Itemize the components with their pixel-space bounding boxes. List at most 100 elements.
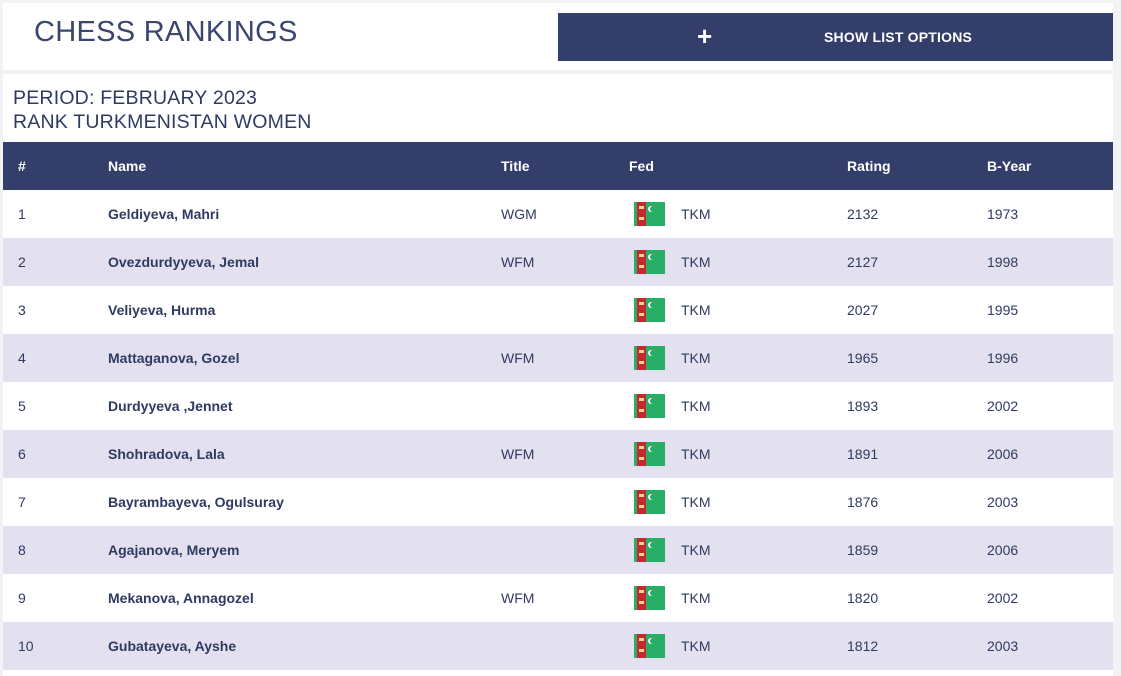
rating-cell: 2127 — [847, 254, 879, 270]
table-row: 6 Shohradova, Lala WFM TKM 1891 2006 — [3, 430, 1113, 478]
turkmenistan-flag-icon — [634, 490, 665, 514]
birth-year-cell: 2002 — [987, 398, 1019, 414]
player-name-link[interactable]: Agajanova, Meryem — [108, 542, 240, 558]
top-bar: CHESS RANKINGS + SHOW LIST OPTIONS — [3, 3, 1113, 70]
player-name-link[interactable]: Ovezdurdyyeva, Jemal — [108, 254, 259, 270]
birth-year-cell: 1996 — [987, 350, 1019, 366]
title-cell — [501, 382, 629, 430]
title-cell: WFM — [501, 254, 535, 270]
fed-cell: TKM — [629, 430, 847, 478]
title-cell — [501, 622, 629, 670]
table-row: 2 Ovezdurdyyeva, Jemal WFM TKM 2127 1998 — [3, 238, 1113, 286]
birth-year-cell: 1995 — [987, 302, 1019, 318]
birth-year-cell: 2003 — [987, 494, 1019, 510]
rating-cell: 1891 — [847, 446, 879, 462]
turkmenistan-flag-icon — [634, 634, 665, 658]
fed-cell: TKM — [629, 622, 847, 670]
rank-cell: 7 — [18, 494, 26, 510]
fed-code: TKM — [681, 206, 711, 222]
player-name-link[interactable]: Bayrambayeva, Ogulsuray — [108, 494, 284, 510]
column-header-title[interactable]: Title — [501, 158, 530, 174]
turkmenistan-flag-icon — [634, 394, 665, 418]
table-row: 9 Mekanova, Annagozel WFM TKM 1820 2002 — [3, 574, 1113, 622]
player-name-link[interactable]: Shohradova, Lala — [108, 446, 225, 462]
table-header-row: # Name Title Fed Rating B-Year — [3, 142, 1113, 190]
rating-cell: 1812 — [847, 638, 879, 654]
player-name-link[interactable]: Mekanova, Annagozel — [108, 590, 254, 606]
table-row: 5 Durdyyeva ,Jennet TKM 1893 2002 — [3, 382, 1113, 430]
table-row: 3 Veliyeva, Hurma TKM 2027 1995 — [3, 286, 1113, 334]
turkmenistan-flag-icon — [634, 298, 665, 322]
birth-year-cell: 2006 — [987, 542, 1019, 558]
column-header-rank[interactable]: # — [18, 158, 26, 174]
rating-cell: 2132 — [847, 206, 879, 222]
table-row: 10 Gubatayeva, Ayshe TKM 1812 2003 — [3, 622, 1113, 670]
turkmenistan-flag-icon — [634, 250, 665, 274]
fed-code: TKM — [681, 638, 711, 654]
fed-cell: TKM — [629, 190, 847, 238]
column-header-rating[interactable]: Rating — [847, 158, 891, 174]
title-cell: WFM — [501, 590, 535, 606]
rank-cell: 5 — [18, 398, 26, 414]
fed-code: TKM — [681, 494, 711, 510]
rating-cell: 2027 — [847, 302, 879, 318]
fed-cell: TKM — [629, 478, 847, 526]
column-header-name[interactable]: Name — [108, 158, 147, 174]
rankings-table: # Name Title Fed Rating B-Year 1 Geldiyev… — [3, 142, 1113, 670]
fed-cell: TKM — [629, 286, 847, 334]
fed-cell: TKM — [629, 526, 847, 574]
plus-icon: + — [697, 21, 713, 51]
player-name-link[interactable]: Mattaganova, Gozel — [108, 350, 240, 366]
rank-cell: 1 — [18, 206, 26, 222]
show-list-options-button[interactable]: + SHOW LIST OPTIONS — [558, 13, 1113, 61]
player-name-link[interactable]: Geldiyeva, Mahri — [108, 206, 220, 222]
title-cell — [501, 526, 629, 574]
fed-code: TKM — [681, 350, 711, 366]
column-header-byear[interactable]: B-Year — [987, 158, 1032, 174]
birth-year-cell: 2006 — [987, 446, 1019, 462]
period-label: PERIOD: FEBRUARY 2023 — [13, 87, 258, 109]
fed-code: TKM — [681, 398, 711, 414]
rank-cell: 2 — [18, 254, 26, 270]
title-cell: WFM — [501, 350, 535, 366]
fed-code: TKM — [681, 302, 711, 318]
rating-cell: 1965 — [847, 350, 879, 366]
rating-cell: 1876 — [847, 494, 879, 510]
birth-year-cell: 1973 — [987, 206, 1019, 222]
fed-cell: TKM — [629, 238, 847, 286]
rating-cell: 1893 — [847, 398, 879, 414]
rank-list-label: RANK TURKMENISTAN WOMEN — [13, 111, 312, 133]
turkmenistan-flag-icon — [634, 346, 665, 370]
fed-cell: TKM — [629, 574, 847, 622]
player-name-link[interactable]: Gubatayeva, Ayshe — [108, 638, 237, 654]
rating-cell: 1859 — [847, 542, 879, 558]
column-header-fed[interactable]: Fed — [629, 158, 654, 174]
title-cell: WGM — [501, 206, 537, 222]
table-row: 7 Bayrambayeva, Ogulsuray TKM 1876 2003 — [3, 478, 1113, 526]
player-name-link[interactable]: Durdyyeva ,Jennet — [108, 398, 233, 414]
player-name-link[interactable]: Veliyeva, Hurma — [108, 302, 216, 318]
turkmenistan-flag-icon — [634, 442, 665, 466]
birth-year-cell: 2003 — [987, 638, 1019, 654]
birth-year-cell: 2002 — [987, 590, 1019, 606]
title-cell — [501, 478, 629, 526]
rankings-panel: PERIOD: FEBRUARY 2023 RANK TURKMENISTAN … — [3, 74, 1113, 676]
period-info: PERIOD: FEBRUARY 2023 RANK TURKMENISTAN … — [13, 86, 312, 134]
fed-code: TKM — [681, 254, 711, 270]
fed-cell: TKM — [629, 334, 847, 382]
rank-cell: 9 — [18, 590, 26, 606]
rank-cell: 3 — [18, 302, 26, 318]
rank-cell: 8 — [18, 542, 26, 558]
table-row: 4 Mattaganova, Gozel WFM TKM 1965 1996 — [3, 334, 1113, 382]
table-row: 8 Agajanova, Meryem TKM 1859 2006 — [3, 526, 1113, 574]
turkmenistan-flag-icon — [634, 538, 665, 562]
rating-cell: 1820 — [847, 590, 879, 606]
birth-year-cell: 1998 — [987, 254, 1019, 270]
turkmenistan-flag-icon — [634, 586, 665, 610]
fed-code: TKM — [681, 542, 711, 558]
fed-code: TKM — [681, 446, 711, 462]
table-row: 1 Geldiyeva, Mahri WGM TKM 2132 1973 — [3, 190, 1113, 238]
fed-code: TKM — [681, 590, 711, 606]
rank-cell: 10 — [18, 638, 34, 654]
turkmenistan-flag-icon — [634, 202, 665, 226]
